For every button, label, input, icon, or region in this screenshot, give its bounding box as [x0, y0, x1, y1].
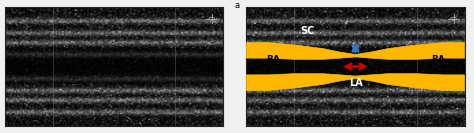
- Text: a: a: [235, 1, 239, 10]
- Polygon shape: [246, 43, 465, 59]
- Text: RA: RA: [431, 55, 445, 64]
- Polygon shape: [246, 74, 465, 90]
- Text: SC: SC: [301, 26, 315, 36]
- Text: RA: RA: [266, 55, 280, 64]
- Text: LA: LA: [348, 78, 363, 88]
